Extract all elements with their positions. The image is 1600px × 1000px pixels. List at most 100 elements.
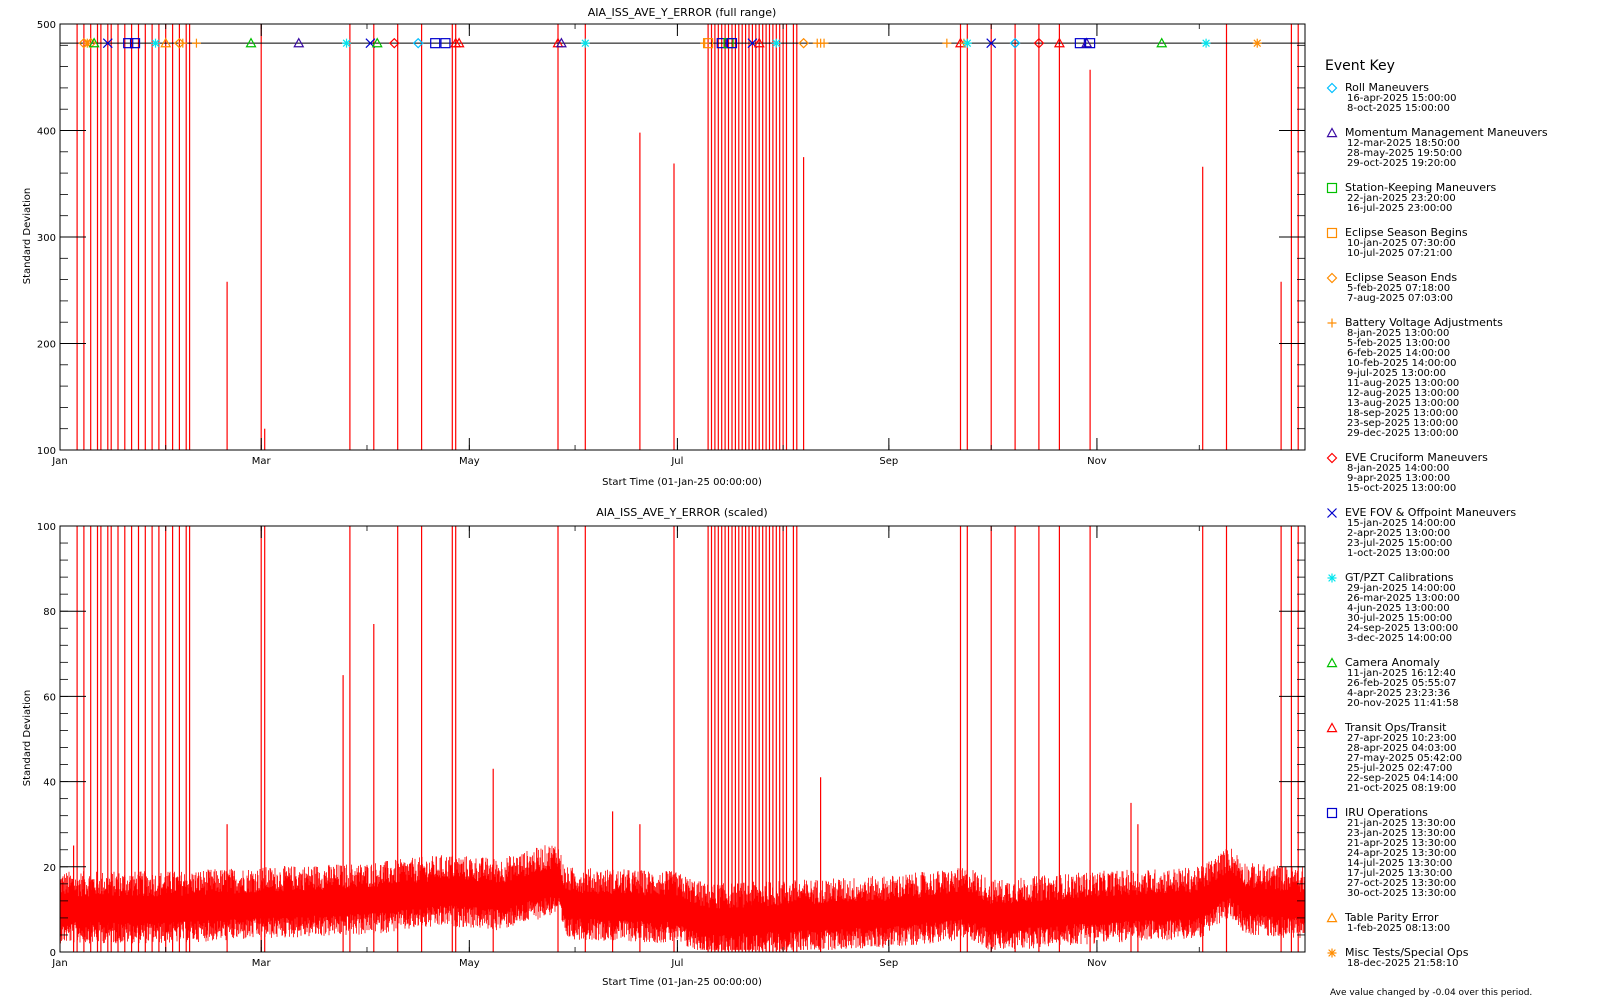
event-marker	[85, 37, 97, 49]
scaled-xlabel: Start Time (01-Jan-25 00:00:00)	[602, 977, 762, 988]
event-key-symbol-icon	[1326, 452, 1338, 464]
event-marker	[580, 38, 590, 48]
plot-area	[60, 526, 1305, 952]
event-key-item: Battery Voltage Adjustments 8-jan-2025 13…	[1325, 317, 1595, 439]
event-key-title: Event Key	[1325, 58, 1395, 74]
event-marker	[1081, 37, 1093, 48]
event-key-date: 13-aug-2025 13:00:00	[1347, 398, 1460, 409]
x-tick-label: Nov	[1087, 456, 1107, 467]
event-key-symbol-icon	[1327, 573, 1337, 583]
full-range-xlabel: Start Time (01-Jan-25 00:00:00)	[602, 477, 762, 488]
event-key-symbol-icon	[1326, 227, 1338, 239]
event-key-symbol-icon	[1326, 127, 1338, 138]
event-key-date: 11-aug-2025 13:00:00	[1347, 378, 1460, 389]
plot-area	[76, 24, 1299, 450]
event-key-name: Station-Keeping Maneuvers	[1345, 181, 1497, 194]
event-key-date: 27-may-2025 05:42:00	[1347, 753, 1463, 764]
event-marker	[942, 38, 952, 48]
event-key-date: 10-jul-2025 07:21:00	[1347, 248, 1453, 259]
key-symbol	[1326, 227, 1338, 239]
event-key-symbol-icon	[1327, 508, 1337, 518]
event-marker	[178, 38, 188, 48]
event-key-name: EVE Cruciform Maneuvers	[1345, 451, 1488, 464]
event-marker	[191, 38, 201, 48]
x-tick-label: Jan	[51, 958, 67, 969]
event-key-date: 8-oct-2025 15:00:00	[1347, 103, 1450, 114]
key-symbol	[1326, 82, 1338, 94]
event-key-name: IRU Operations	[1345, 806, 1428, 819]
event-marker	[962, 38, 972, 48]
event-key-symbol-icon	[1326, 272, 1338, 284]
event-key-date: 10-jan-2025 07:30:00	[1347, 238, 1456, 249]
event-key-date: 14-jul-2025 13:30:00	[1347, 858, 1453, 869]
event-marker	[1085, 38, 1096, 49]
event-marker	[1033, 37, 1045, 49]
key-symbol	[1326, 127, 1338, 138]
event-key-date: 29-oct-2025 19:20:00	[1347, 158, 1457, 169]
event-key-date: 12-mar-2025 18:50:00	[1347, 138, 1460, 149]
event-key-symbol-icon	[1326, 807, 1338, 819]
event-key-item: Transit Ops/Transit 27-apr-2025 10:23:00 2…	[1325, 722, 1595, 794]
event-marker	[1252, 38, 1262, 48]
event-key-date: 24-apr-2025 13:30:00	[1347, 848, 1457, 859]
event-key-name: Transit Ops/Transit	[1345, 721, 1447, 734]
key-symbol	[1327, 318, 1337, 328]
key-symbol	[1326, 272, 1338, 284]
event-key-date: 18-sep-2025 13:00:00	[1347, 408, 1459, 419]
event-marker	[88, 37, 100, 48]
event-marker	[440, 38, 451, 49]
event-marker	[102, 38, 113, 49]
event-marker	[716, 38, 727, 49]
event-key-date: 26-mar-2025 13:00:00	[1347, 593, 1460, 604]
event-marker	[160, 37, 172, 48]
event-key-date: 15-oct-2025 13:00:00	[1347, 483, 1457, 494]
event-key-date: 24-sep-2025 13:00:00	[1347, 623, 1459, 634]
event-key-date: 10-feb-2025 14:00:00	[1347, 358, 1457, 369]
event-key-date: 1-oct-2025 13:00:00	[1347, 548, 1450, 559]
event-key-item: Momentum Management Maneuvers 12-mar-2025…	[1325, 127, 1595, 169]
event-key-date: 9-apr-2025 13:00:00	[1347, 473, 1451, 484]
x-tick-label: May	[459, 958, 480, 969]
event-marker	[82, 38, 92, 48]
event-key-date: 23-jan-2025 13:30:00	[1347, 828, 1456, 839]
event-marker	[753, 37, 765, 48]
y-tick-label: 40	[43, 778, 56, 789]
event-key-name: Camera Anomaly	[1345, 656, 1440, 669]
event-key-name: Roll Maneuvers	[1345, 81, 1429, 94]
event-key-date: 20-nov-2025 11:41:58	[1347, 698, 1459, 709]
key-symbol	[1326, 657, 1338, 668]
event-key-symbol-icon	[1327, 318, 1337, 328]
event-marker	[1053, 37, 1065, 48]
event-key-date: 8-jan-2025 14:00:00	[1347, 463, 1450, 474]
event-key-item: Station-Keeping Maneuvers 22-jan-2025 23:…	[1325, 182, 1595, 214]
event-marker	[151, 38, 161, 48]
full-range-panel: AIA_ISS_AVE_Y_ERROR (full range) Start T…	[22, 6, 1306, 488]
y-tick-label: 100	[37, 522, 56, 533]
event-key-name: Misc Tests/Special Ops	[1345, 946, 1469, 959]
event-key-date: 8-jan-2025 13:00:00	[1347, 328, 1450, 339]
y-tick-label: 300	[37, 233, 56, 244]
event-key-date: 29-jan-2025 14:00:00	[1347, 583, 1456, 594]
key-symbol	[1327, 573, 1337, 583]
event-marker	[1009, 37, 1021, 49]
event-key-name: Battery Voltage Adjustments	[1345, 316, 1503, 329]
key-symbol	[1326, 452, 1338, 464]
key-symbol	[1327, 508, 1337, 518]
key-symbol	[1326, 807, 1338, 819]
event-key-date: 7-aug-2025 07:03:00	[1347, 293, 1453, 304]
plot-frame	[59, 23, 1306, 451]
x-tick-label: Jul	[670, 958, 683, 969]
event-key-date: 15-jan-2025 14:00:00	[1347, 518, 1456, 529]
event-key-date: 4-jun-2025 13:00:00	[1347, 603, 1450, 614]
event-marker	[430, 38, 441, 49]
event-marker	[798, 37, 809, 49]
event-key-symbol-icon	[1326, 182, 1338, 194]
event-key-name: Momentum Management Maneuvers	[1345, 126, 1548, 139]
event-key-date: 28-apr-2025 04:03:00	[1347, 743, 1457, 754]
event-key-item: Eclipse Season Begins 10-jan-2025 07:30:0…	[1325, 227, 1595, 259]
event-key-date: 5-feb-2025 07:18:00	[1347, 283, 1451, 294]
event-key-date: 5-feb-2025 13:00:00	[1347, 338, 1451, 349]
event-key-list: Roll Maneuvers 16-apr-2025 15:00:00 8-oct-…	[1325, 82, 1595, 969]
scaled-ylabel: Standard Deviation	[22, 690, 33, 787]
event-key-date: 23-jul-2025 15:00:00	[1347, 538, 1453, 549]
